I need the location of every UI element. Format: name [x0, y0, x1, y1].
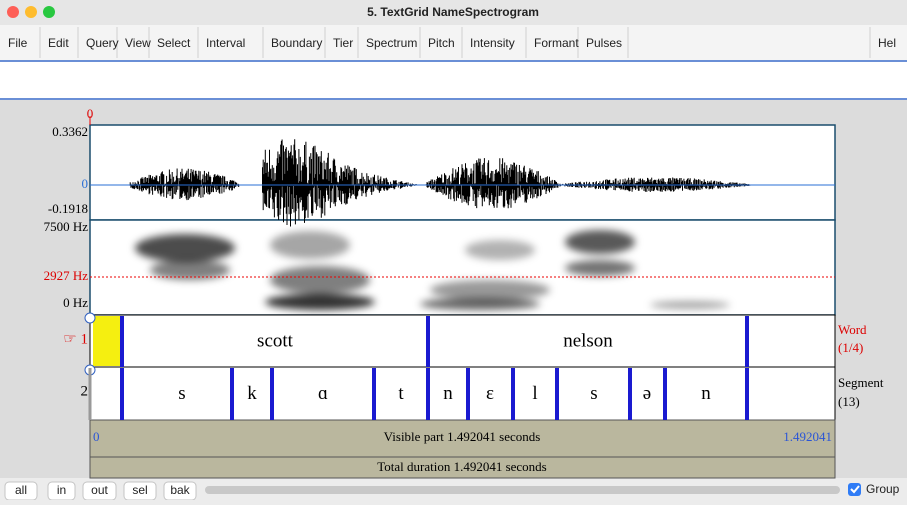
- spectral-energy: [565, 230, 635, 254]
- zoom-button-label[interactable]: out: [91, 483, 108, 497]
- interval-label[interactable]: n: [443, 383, 453, 404]
- amplitude-max: 0.3362: [52, 124, 88, 139]
- interval-label[interactable]: scott: [257, 330, 294, 351]
- visible-start: 0: [93, 429, 100, 444]
- frequency-cursor-label: 2927 Hz: [44, 268, 89, 283]
- spectral-energy: [465, 240, 535, 260]
- spectral-energy: [565, 260, 635, 276]
- boundary[interactable]: [745, 368, 749, 420]
- frequency-max: 7500 Hz: [44, 219, 89, 234]
- boundary[interactable]: [426, 368, 430, 420]
- tier-count: (13): [838, 394, 860, 409]
- spectral-energy: [650, 301, 730, 309]
- interval-label[interactable]: ɛ: [486, 383, 494, 404]
- page: {"window":{"title":"5. TextGrid NameSpec…: [0, 0, 907, 500]
- scrollbar[interactable]: [205, 486, 840, 494]
- menu-item[interactable]: Pulses: [586, 36, 622, 50]
- zoom-button-label[interactable]: bak: [170, 483, 190, 497]
- visible-end: 1.492041: [783, 429, 832, 444]
- minimize-button[interactable]: [25, 6, 37, 18]
- menu-item[interactable]: Formant: [534, 36, 579, 50]
- spectral-energy: [430, 280, 550, 300]
- menu-item[interactable]: Edit: [48, 36, 69, 50]
- spectral-energy: [270, 231, 350, 259]
- amplitude-min: -0.1918: [48, 201, 88, 216]
- editor-window: 5. TextGrid NameSpectrogram Group 0 0.33…: [0, 0, 907, 500]
- tier-count: (1/4): [838, 340, 863, 355]
- interval-label[interactable]: s: [590, 383, 597, 404]
- interval-label[interactable]: k: [247, 383, 257, 404]
- window-title: 5. TextGrid NameSpectrogram: [367, 5, 539, 19]
- boundary[interactable]: [426, 316, 430, 367]
- boundary[interactable]: [555, 368, 559, 420]
- menu-item[interactable]: Spectrum: [366, 36, 417, 50]
- spectral-energy: [420, 298, 540, 310]
- group-label: Group: [866, 482, 900, 496]
- menu-item[interactable]: Intensity: [470, 36, 515, 50]
- zoom-button-label[interactable]: all: [15, 483, 27, 497]
- selection: [93, 316, 122, 366]
- boundary[interactable]: [120, 316, 124, 367]
- segment-tier: [90, 367, 835, 420]
- menu-item[interactable]: Tier: [333, 36, 353, 50]
- boundary[interactable]: [270, 368, 274, 420]
- boundary[interactable]: [230, 368, 234, 420]
- toolbar-area: [0, 60, 907, 100]
- close-button[interactable]: [7, 6, 19, 18]
- menu-item[interactable]: Interval: [206, 36, 245, 50]
- frequency-min: 0 Hz: [63, 295, 88, 310]
- menu-item[interactable]: Boundary: [271, 36, 322, 50]
- menu-item[interactable]: Hel: [878, 36, 896, 50]
- tier-number: 2: [81, 383, 89, 399]
- boundary[interactable]: [466, 368, 470, 420]
- interval-label[interactable]: l: [532, 383, 537, 404]
- zoom-button-label[interactable]: sel: [132, 483, 147, 497]
- spectral-energy: [135, 234, 235, 262]
- menu-item[interactable]: Query: [86, 36, 119, 50]
- tier-handle[interactable]: [85, 313, 95, 323]
- boundary[interactable]: [372, 368, 376, 420]
- boundary[interactable]: [745, 316, 749, 367]
- menu-item[interactable]: View: [125, 36, 151, 50]
- zoom-button[interactable]: [43, 6, 55, 18]
- interval-label[interactable]: n: [701, 383, 711, 404]
- interval-label[interactable]: s: [178, 383, 185, 404]
- group-checkbox[interactable]: [848, 483, 861, 496]
- visible-part: Visible part 1.492041 seconds: [384, 429, 541, 444]
- menu-item[interactable]: Select: [157, 36, 191, 50]
- boundary[interactable]: [663, 368, 667, 420]
- tier-name: Word: [838, 322, 867, 337]
- tier-name: Segment: [838, 375, 884, 390]
- boundary[interactable]: [511, 368, 515, 420]
- amplitude-zero: 0: [82, 176, 89, 191]
- cursor-time: 0: [87, 106, 94, 121]
- interval-label[interactable]: nelson: [563, 330, 613, 351]
- boundary[interactable]: [120, 368, 124, 420]
- tier-number: ☞ 1: [63, 331, 88, 347]
- word-tier: [90, 315, 835, 367]
- boundary[interactable]: [628, 368, 632, 420]
- zoom-button-label[interactable]: in: [57, 483, 66, 497]
- interval-label[interactable]: ə: [643, 383, 651, 404]
- spectral-energy: [270, 266, 370, 294]
- spectral-energy: [265, 294, 375, 310]
- interval-label[interactable]: t: [398, 383, 404, 404]
- total-duration: Total duration 1.492041 seconds: [377, 459, 547, 474]
- menu-item[interactable]: Pitch: [428, 36, 455, 50]
- menu-item[interactable]: File: [8, 36, 28, 50]
- interval-label[interactable]: ɑ: [318, 383, 328, 404]
